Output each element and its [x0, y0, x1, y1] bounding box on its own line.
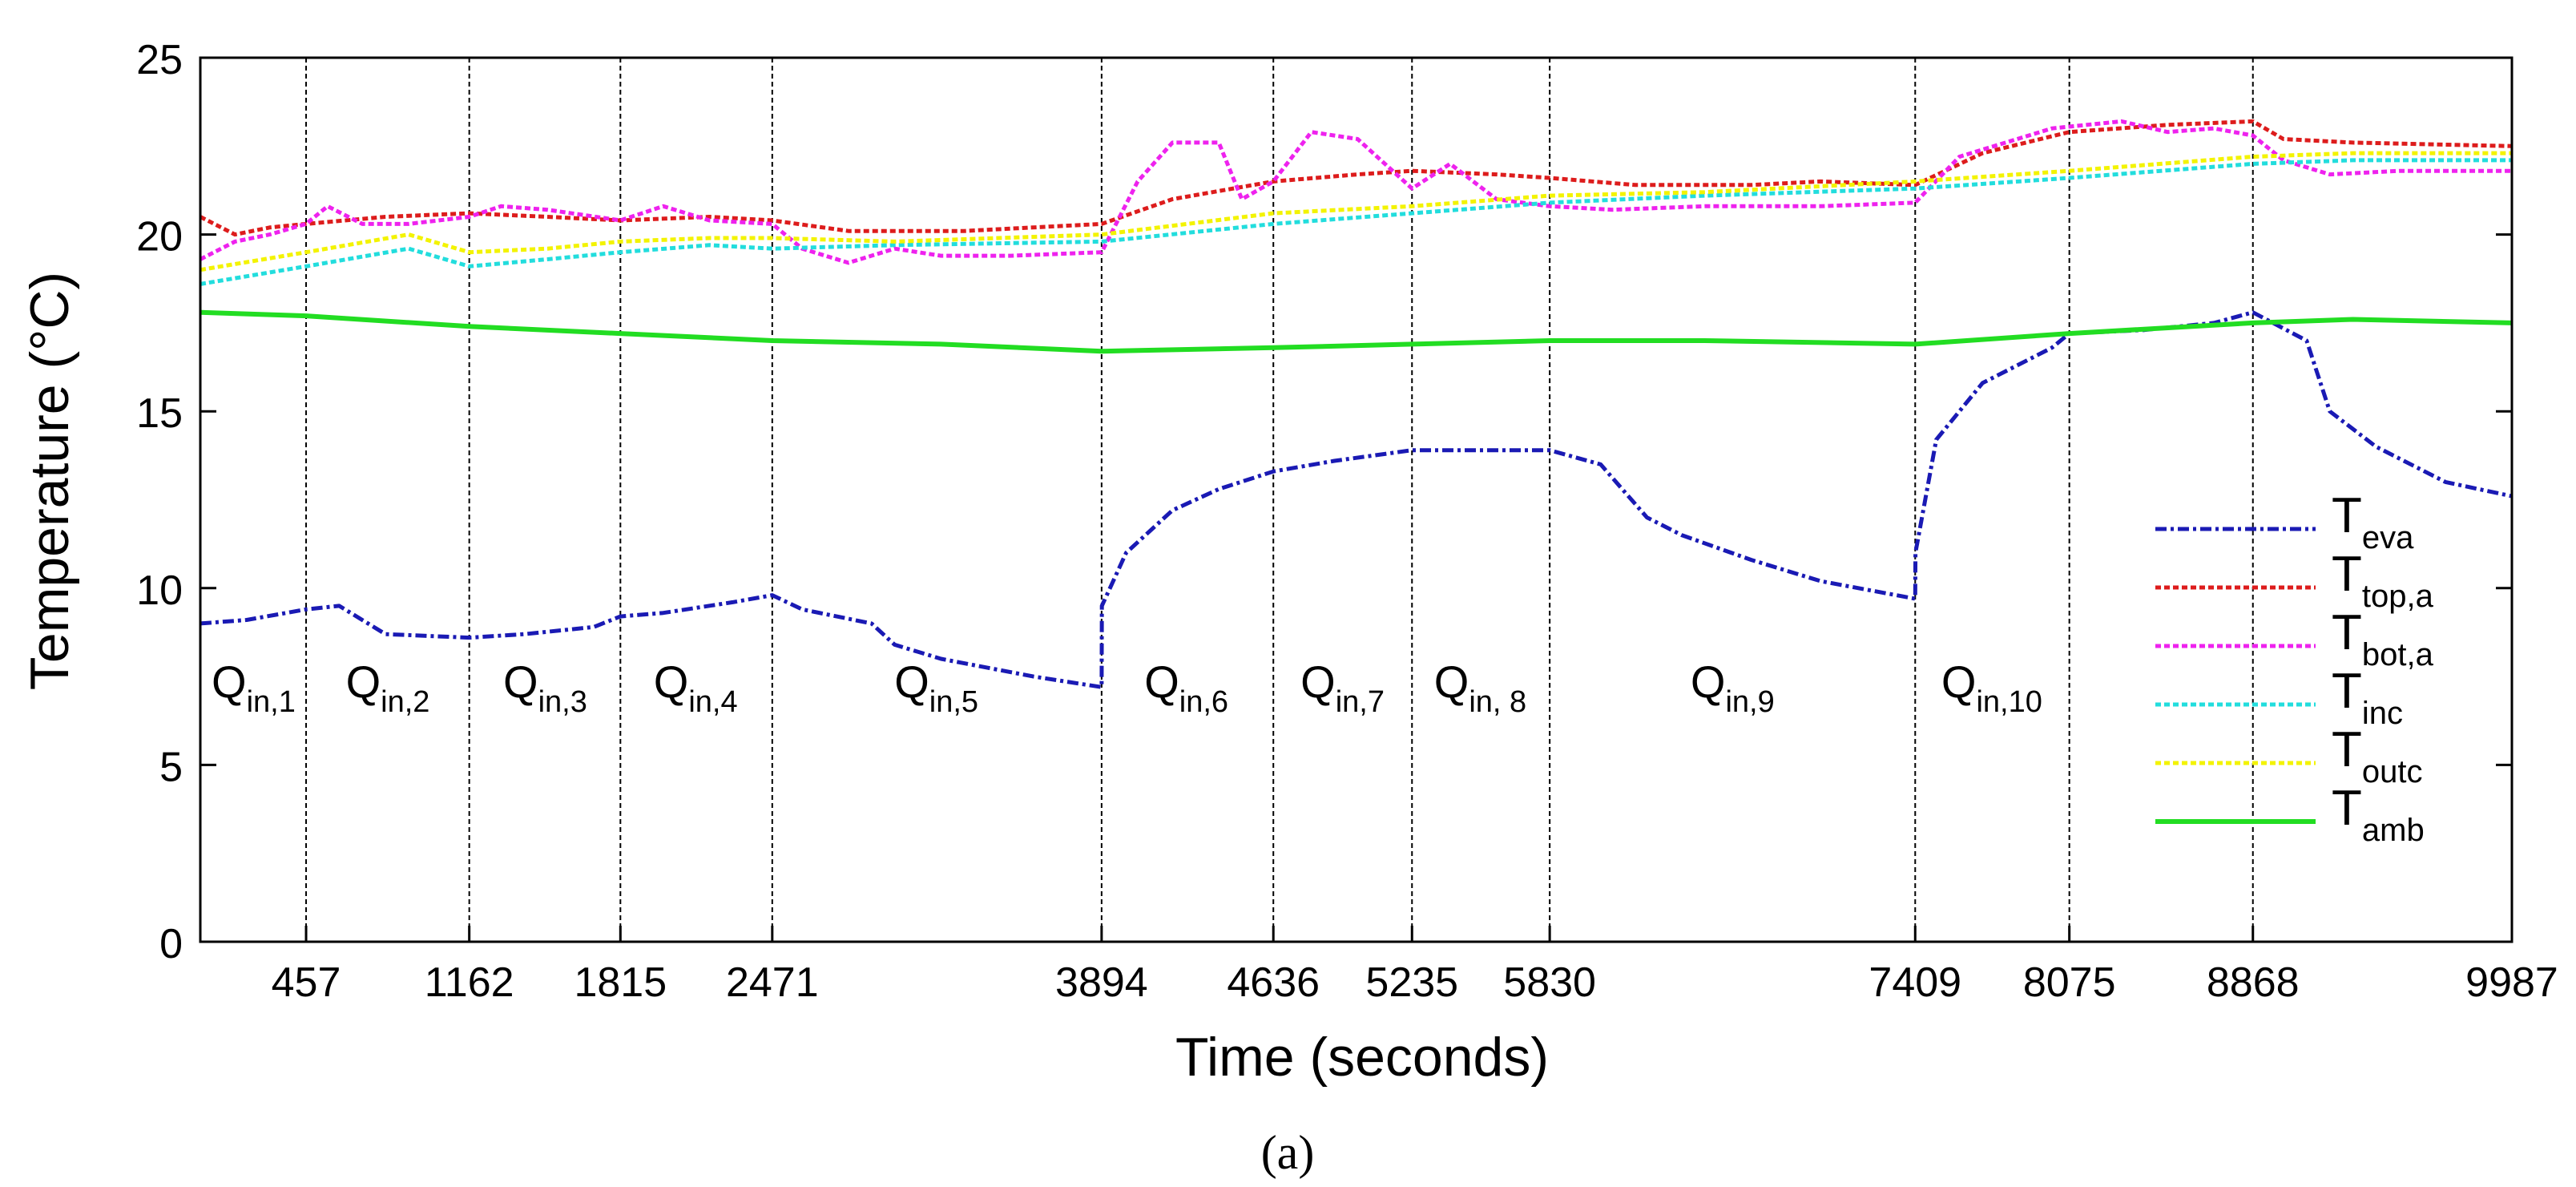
x-axis: 457 1162 1815 2471 3894 4636 5235 5830 7409 8075 8… — [272, 926, 2558, 1006]
series-line-inc — [200, 158, 2512, 286]
interval-label: Qin,3 — [503, 656, 587, 719]
interval-label: Qin,7 — [1300, 656, 1385, 719]
series-line-bot-a — [199, 119, 2512, 265]
interval-labels: Qin,1 Qin,2 Qin,3 Qin,4 Qin,5 Qin,6 Qin,7 Qin, … — [212, 656, 2042, 719]
series-line-eva — [200, 310, 2513, 689]
series-line-amb — [200, 309, 2513, 354]
x-tick-label: 3894 — [1055, 959, 1148, 1006]
series-line-top-a — [199, 119, 2513, 237]
y-tick-label: 10 — [136, 567, 183, 614]
interval-label: Qin,6 — [1144, 656, 1228, 719]
x-tick-label: 5830 — [1503, 959, 1596, 1006]
x-tick-label: 9987 — [2465, 959, 2558, 1006]
x-tick-label: 1815 — [574, 959, 667, 1006]
series-line-outc — [200, 151, 2512, 273]
interval-label: Qin,2 — [346, 656, 430, 719]
legend-label: Tbot,a — [2332, 605, 2434, 672]
plot-frame — [199, 56, 2514, 943]
interval-dividers — [305, 58, 2254, 942]
interval-label: Qin,10 — [1941, 656, 2042, 719]
x-tick-label: 7409 — [1869, 959, 1961, 1006]
series-lines — [199, 119, 2513, 689]
y-tick-label: 20 — [136, 214, 183, 260]
y-axis-label: Temperature (°C) — [19, 272, 80, 690]
x-tick-label: 457 — [272, 959, 341, 1006]
y-tick-label: 5 — [159, 744, 183, 790]
x-tick-label: 5235 — [1365, 959, 1458, 1006]
x-tick-label: 8075 — [2023, 959, 2116, 1006]
x-axis-label: Time (seconds) — [1175, 1027, 1549, 1088]
y-tick-label: 0 — [159, 921, 183, 967]
x-tick-label: 1162 — [425, 959, 514, 1006]
legend-label: Tamb — [2332, 781, 2425, 848]
legend-label: Ttop,a — [2332, 547, 2434, 614]
interval-label: Qin,5 — [894, 656, 978, 719]
y-tick-label: 15 — [136, 390, 183, 437]
y-axis: 0 5 10 15 20 25 — [136, 37, 2512, 967]
interval-label: Qin,4 — [654, 656, 738, 719]
legend-label: Tinc — [2332, 664, 2403, 731]
x-tick-label: 4636 — [1227, 959, 1320, 1006]
legend-label: Toutc — [2332, 722, 2422, 789]
legend-label: Teva — [2332, 488, 2414, 555]
figure-caption: (a) — [1261, 1126, 1315, 1179]
interval-label: Qin,9 — [1691, 656, 1775, 719]
x-tick-label: 2471 — [726, 959, 819, 1006]
interval-label: Qin,1 — [212, 656, 296, 719]
y-tick-label: 25 — [136, 37, 183, 83]
interval-label: Qin, 8 — [1434, 656, 1526, 719]
x-tick-label: 8868 — [2207, 959, 2300, 1006]
